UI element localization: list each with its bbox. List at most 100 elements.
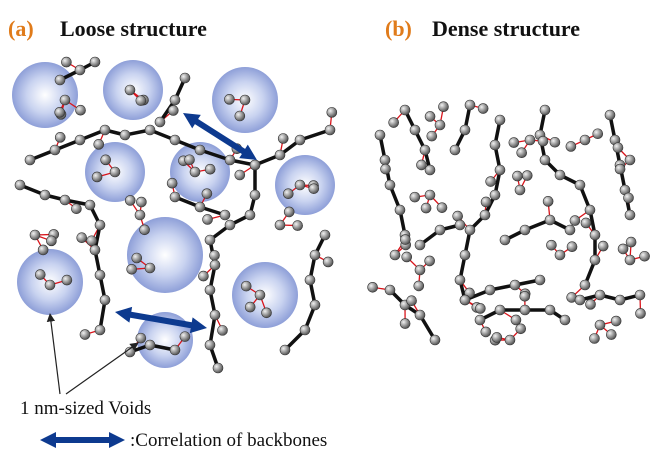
atom [490, 190, 500, 200]
atom [170, 135, 180, 145]
atom [295, 135, 305, 145]
atom [217, 325, 227, 335]
atom [203, 214, 213, 224]
atom [555, 170, 565, 180]
atom [241, 281, 251, 291]
atom [320, 230, 330, 240]
atom [590, 255, 600, 265]
atom [425, 165, 435, 175]
atom [180, 73, 190, 83]
atom [640, 251, 650, 261]
atom [120, 130, 130, 140]
atom [415, 310, 425, 320]
atom [624, 193, 634, 203]
atom [520, 305, 530, 315]
atom [635, 290, 645, 300]
atom [385, 285, 395, 295]
panel-title: Loose structure [60, 16, 207, 41]
atom [500, 235, 510, 245]
atom [545, 305, 555, 315]
atom [525, 135, 535, 145]
atom [110, 167, 120, 177]
figure: (a) Loose structure (b) Dense structure … [0, 0, 651, 452]
atom [50, 145, 60, 155]
atom [25, 155, 35, 165]
atom [625, 155, 635, 165]
atom [136, 333, 146, 343]
atom [581, 218, 591, 228]
atom [538, 136, 548, 146]
atom [145, 263, 155, 273]
atom [611, 316, 621, 326]
atom [284, 207, 294, 217]
backbone [505, 220, 570, 240]
atom [400, 319, 410, 329]
atom [205, 340, 215, 350]
atom [125, 85, 135, 95]
atom [460, 125, 470, 135]
atom [414, 281, 424, 291]
atom [495, 305, 505, 315]
atom [407, 296, 417, 306]
atom [15, 180, 25, 190]
atom [87, 236, 97, 246]
atom [555, 250, 565, 260]
atom [435, 225, 445, 235]
atom [278, 133, 288, 143]
atom [425, 190, 435, 200]
atom [136, 197, 146, 207]
atom [420, 145, 430, 155]
atom [45, 280, 55, 290]
atom [38, 245, 48, 255]
atom [593, 129, 603, 139]
atom [61, 57, 71, 67]
atom [127, 264, 137, 274]
atom [450, 145, 460, 155]
atom [140, 225, 150, 235]
atom [135, 210, 145, 220]
atom [455, 220, 465, 230]
atom [625, 210, 635, 220]
atom [310, 250, 320, 260]
atom [522, 171, 532, 181]
atom [516, 324, 526, 334]
atom [210, 260, 220, 270]
atom [75, 65, 85, 75]
atom [100, 295, 110, 305]
atom [510, 280, 520, 290]
atom [94, 139, 104, 149]
atom [626, 237, 636, 247]
atom [245, 302, 255, 312]
atom [402, 252, 412, 262]
atom [327, 107, 337, 117]
atom [71, 204, 81, 214]
atom [475, 303, 485, 313]
atom [453, 211, 463, 221]
atom [598, 241, 608, 251]
atom [190, 167, 200, 177]
atom [545, 215, 555, 225]
atom [385, 180, 395, 190]
void [12, 62, 78, 128]
atom [512, 171, 522, 181]
atom [400, 235, 410, 245]
atom [618, 244, 628, 254]
atom [435, 120, 445, 130]
atom [205, 164, 215, 174]
atom [55, 107, 65, 117]
atom [293, 221, 303, 231]
atom [170, 95, 180, 105]
atom [55, 132, 65, 142]
atom [437, 203, 447, 213]
atom [550, 137, 560, 147]
atom [305, 275, 315, 285]
atom [486, 177, 496, 187]
atom [567, 242, 577, 252]
atom [125, 195, 135, 205]
atom [198, 271, 208, 281]
atom [410, 125, 420, 135]
atom [323, 257, 333, 267]
atom [280, 345, 290, 355]
atom [595, 320, 605, 330]
atom [155, 117, 165, 127]
